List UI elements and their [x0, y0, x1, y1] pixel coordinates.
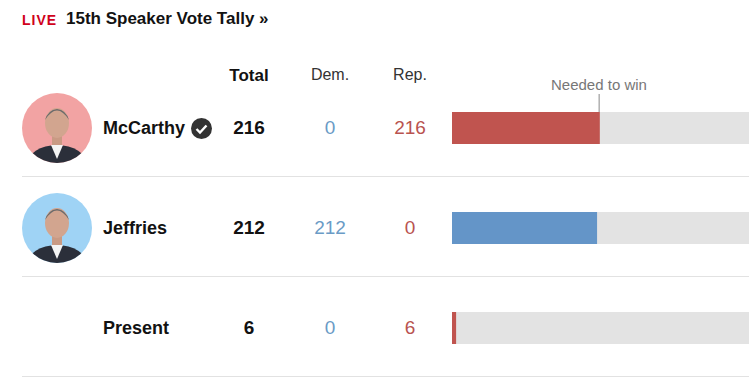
- html-text:Rep.: Rep.: [393, 66, 427, 83]
- svg-text:Needed to win: Needed to win: [551, 76, 647, 93]
- html-text:0: 0: [324, 117, 336, 138]
- html-text:212: 212: [314, 217, 346, 238]
- html-text:Present: Present: [103, 318, 169, 338]
- html-text:15th Speaker Vote Tally »: 15th Speaker Vote Tally »: [66, 9, 269, 28]
- html-text:Dem.: Dem.: [310, 66, 350, 83]
- html-text:Jeffries: Jeffries: [103, 218, 167, 238]
- html-text:Total: Total: [229, 66, 269, 85]
- html-text:6: 6: [404, 317, 416, 338]
- html-text:0: 0: [404, 217, 416, 238]
- html-text:212: 212: [233, 217, 265, 238]
- html-text:6: 6: [243, 317, 255, 338]
- html-text:216: 216: [394, 117, 426, 138]
- html-text:0: 0: [324, 317, 336, 338]
- html-text:216: 216: [233, 117, 265, 138]
- html-text:McCarthy: McCarthy: [103, 118, 185, 138]
- html-text:LIVE: LIVE: [22, 12, 58, 28]
